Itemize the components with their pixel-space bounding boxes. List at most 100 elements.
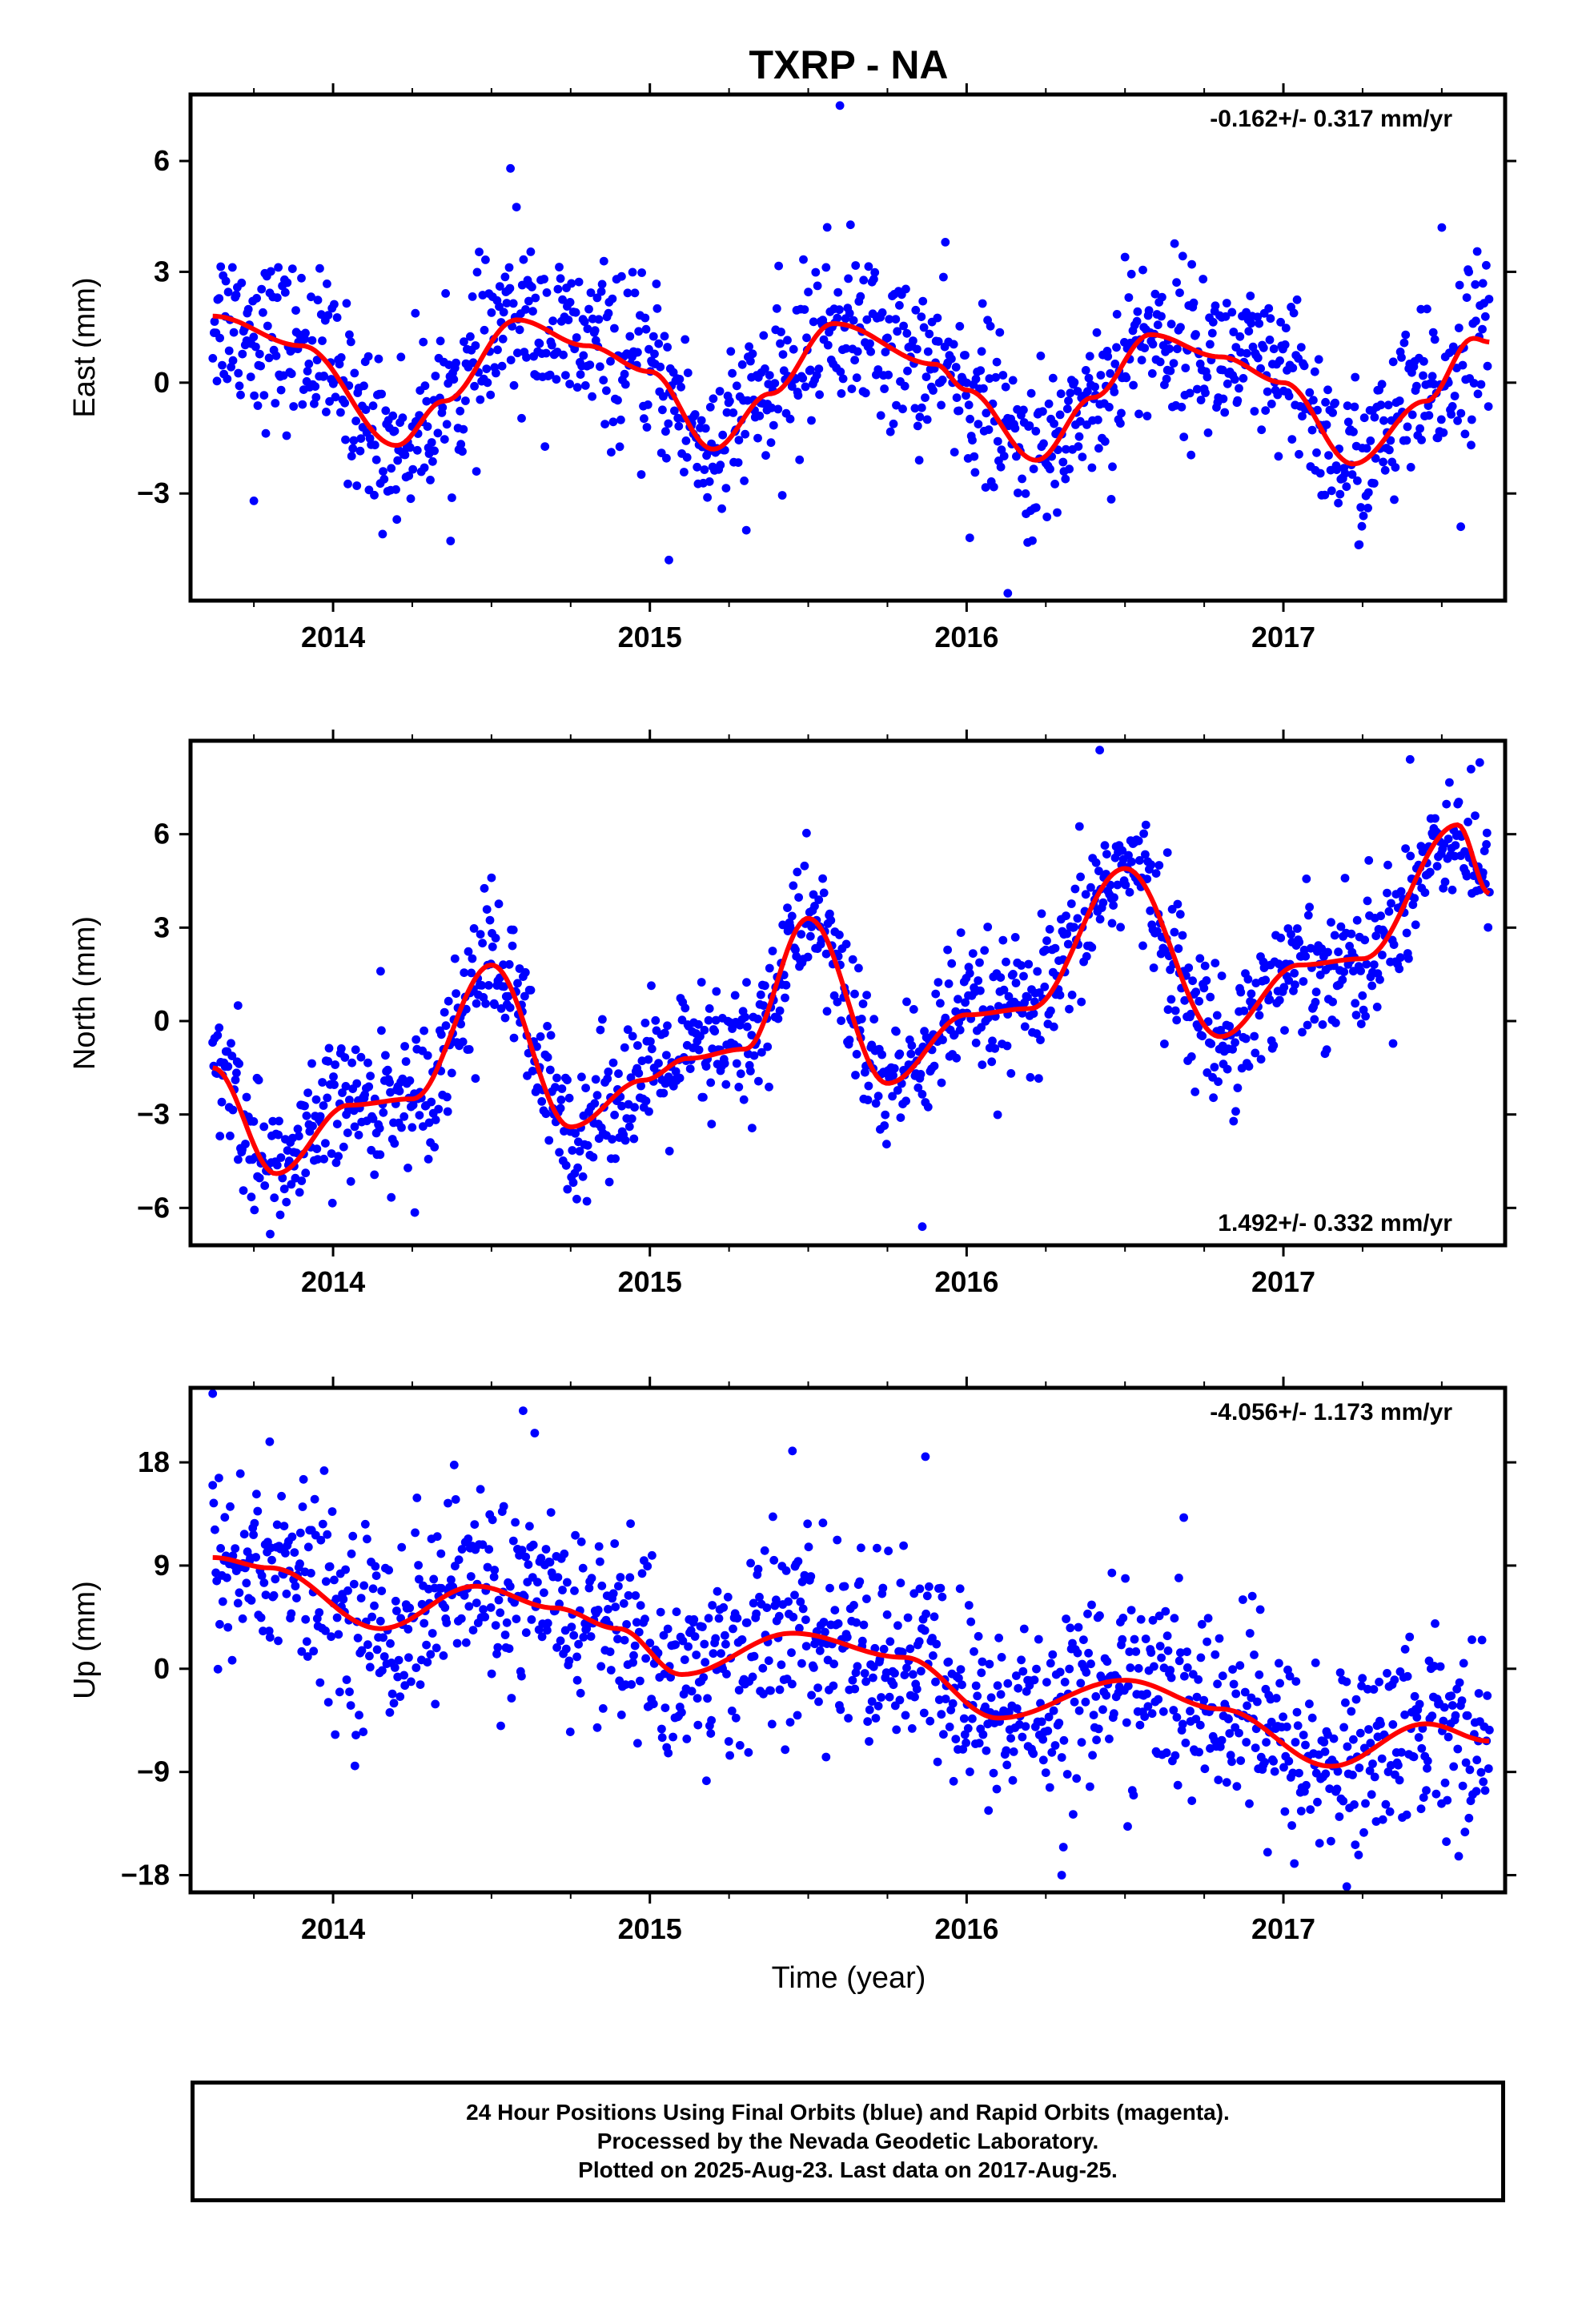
up-data-point xyxy=(1267,1717,1276,1727)
up-data-point xyxy=(223,1622,233,1632)
north-data-point xyxy=(260,1181,270,1190)
north-data-point xyxy=(1372,1003,1382,1011)
up-data-point xyxy=(428,1629,437,1638)
up-data-point xyxy=(1038,1755,1048,1765)
north-data-point xyxy=(1280,1026,1289,1035)
north-data-point xyxy=(1041,945,1050,955)
east-data-point xyxy=(223,287,233,297)
up-data-point xyxy=(359,1727,368,1737)
east-data-point xyxy=(833,287,843,297)
up-data-point xyxy=(767,1719,777,1729)
up-data-point xyxy=(431,1699,440,1709)
east-data-point xyxy=(623,288,632,298)
east-data-point xyxy=(949,340,958,349)
north-data-point xyxy=(773,1014,783,1023)
up-data-point xyxy=(1155,1642,1165,1651)
north-data-point xyxy=(1045,925,1054,934)
up-data-point xyxy=(1417,1743,1427,1753)
north-data-point xyxy=(603,1074,612,1084)
up-data-point xyxy=(1008,1775,1018,1785)
up-data-point xyxy=(417,1599,427,1609)
up-data-point xyxy=(1442,1837,1451,1847)
east-data-point xyxy=(545,370,555,380)
north-data-point xyxy=(794,893,803,902)
east-data-point xyxy=(640,414,648,424)
east-data-point xyxy=(663,343,672,352)
north-data-point xyxy=(301,1168,311,1178)
up-data-point xyxy=(982,1746,991,1755)
north-data-point xyxy=(1135,856,1144,865)
up-data-point xyxy=(833,1619,843,1628)
east-data-point xyxy=(637,268,646,277)
up-data-point xyxy=(1172,1713,1182,1722)
up-data-point xyxy=(1332,1784,1342,1794)
up-data-point xyxy=(451,1562,460,1570)
north-data-point xyxy=(1327,918,1335,927)
east-data-point xyxy=(1053,508,1062,517)
east-data-point xyxy=(433,428,443,438)
up-data-point xyxy=(343,1586,352,1595)
up-data-point xyxy=(1076,1679,1086,1688)
up-data-point xyxy=(1348,1771,1357,1779)
east-data-point xyxy=(929,386,938,395)
east-data-point xyxy=(212,376,222,386)
east-data-point xyxy=(492,368,500,378)
east-data-point xyxy=(774,261,783,271)
up-data-point xyxy=(749,1651,759,1661)
north-data-point xyxy=(850,989,859,999)
east-data-point xyxy=(528,307,537,316)
east-data-point xyxy=(914,456,924,465)
east-data-point xyxy=(876,411,885,420)
up-data-point xyxy=(316,1535,326,1545)
north-data-point xyxy=(1484,923,1493,932)
up-data-point xyxy=(1443,1732,1453,1742)
north-data-point xyxy=(543,1022,552,1031)
up-data-point xyxy=(327,1507,337,1516)
up-data-point xyxy=(212,1576,222,1586)
up-data-point xyxy=(1123,1822,1132,1831)
east-data-point xyxy=(252,294,261,303)
north-data-point xyxy=(279,1184,289,1194)
north-data-point xyxy=(339,1142,348,1152)
up-data-point xyxy=(1229,1679,1239,1689)
up-data-point xyxy=(706,1729,716,1739)
east-data-point xyxy=(613,396,622,405)
up-data-point xyxy=(630,1641,640,1651)
east-data-point xyxy=(616,415,625,424)
up-data-point xyxy=(1371,1817,1381,1826)
up-data-point xyxy=(882,1610,892,1619)
east-data-point xyxy=(1450,392,1460,400)
east-data-point xyxy=(1423,401,1433,410)
east-data-point xyxy=(1222,299,1231,308)
east-data-point xyxy=(553,284,563,294)
up-data-point xyxy=(616,1711,626,1719)
north-data-point xyxy=(450,954,460,963)
up-data-point xyxy=(440,1603,450,1612)
east-data-point xyxy=(449,375,459,384)
up-data-point xyxy=(861,1677,870,1687)
up-data-point xyxy=(1226,1751,1235,1760)
up-data-point xyxy=(1480,1786,1490,1795)
east-data-point xyxy=(866,347,875,356)
up-data-point xyxy=(648,1550,656,1560)
north-data-point xyxy=(1086,883,1095,892)
east-data-point xyxy=(1029,464,1038,473)
east-data-point xyxy=(586,288,596,297)
up-data-point xyxy=(536,1554,546,1563)
east-data-point xyxy=(359,381,368,391)
north-data-point xyxy=(1184,963,1194,972)
east-data-point xyxy=(1363,488,1373,497)
north-data-point xyxy=(754,1076,763,1086)
up-data-point xyxy=(873,1543,881,1553)
up-data-point xyxy=(1154,1611,1164,1621)
north-data-point xyxy=(300,1101,309,1111)
north-data-point xyxy=(647,981,656,991)
east-data-point xyxy=(1399,338,1409,348)
up-data-point xyxy=(1461,1758,1471,1767)
up-data-point xyxy=(850,1684,860,1694)
up-data-point xyxy=(487,1669,496,1679)
north-data-point xyxy=(327,1198,337,1208)
north-data-point xyxy=(308,1121,317,1131)
up-data-point xyxy=(910,1692,919,1702)
east-data-point xyxy=(289,402,299,411)
